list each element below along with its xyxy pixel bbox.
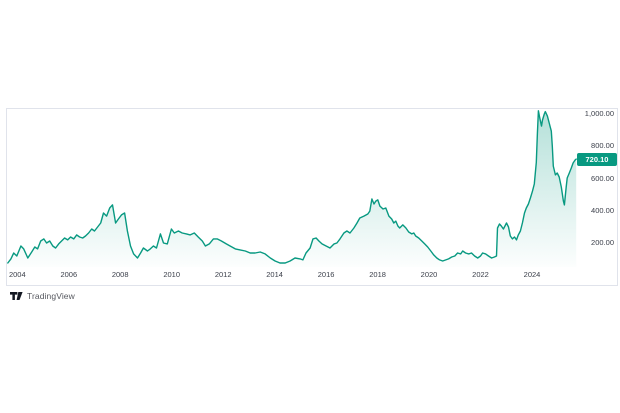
x-tick-label: 2016 (317, 270, 335, 279)
y-tick-label: 400.00 (591, 205, 614, 215)
y-tick-label: 1,000.00 (584, 109, 614, 118)
last-price-badge: 720.10 (577, 152, 617, 166)
last-price-value: 720.10 (585, 154, 609, 164)
price-area-svg (7, 110, 577, 267)
x-tick-label: 2018 (369, 270, 386, 279)
y-tick-label: 600.00 (591, 173, 614, 183)
x-tick-label: 2020 (420, 270, 438, 279)
x-tick-label: 2022 (472, 270, 489, 279)
tradingview-label: TradingView (27, 291, 75, 301)
x-axis: 2004 2006 2008 2010 2012 2014 2016 2018 2020 2022… (7, 267, 577, 285)
y-tick-label: 200.00 (591, 238, 614, 247)
x-tick-label: 2014 (266, 270, 283, 279)
tradingview-attribution[interactable]: TradingView (10, 290, 75, 302)
plot-area[interactable] (7, 109, 577, 267)
tradingview-logo-icon (10, 292, 23, 300)
x-tick-label: 2008 (111, 270, 129, 279)
y-axis: 720.10 1,000.00 800.00 600.00 400.00 200.00 (577, 109, 617, 285)
y-tick-label: 800.00 (591, 141, 614, 151)
area-fill (7, 110, 577, 267)
x-tick-label: 2010 (163, 270, 181, 279)
x-tick-label: 2012 (214, 270, 232, 279)
x-tick-label: 2006 (60, 270, 78, 279)
x-tick-label: 2004 (8, 270, 26, 279)
x-tick-label: 2024 (523, 270, 541, 279)
chart-panel: 720.10 1,000.00 800.00 600.00 400.00 200.00 … (6, 108, 618, 286)
price-line (7, 110, 577, 264)
